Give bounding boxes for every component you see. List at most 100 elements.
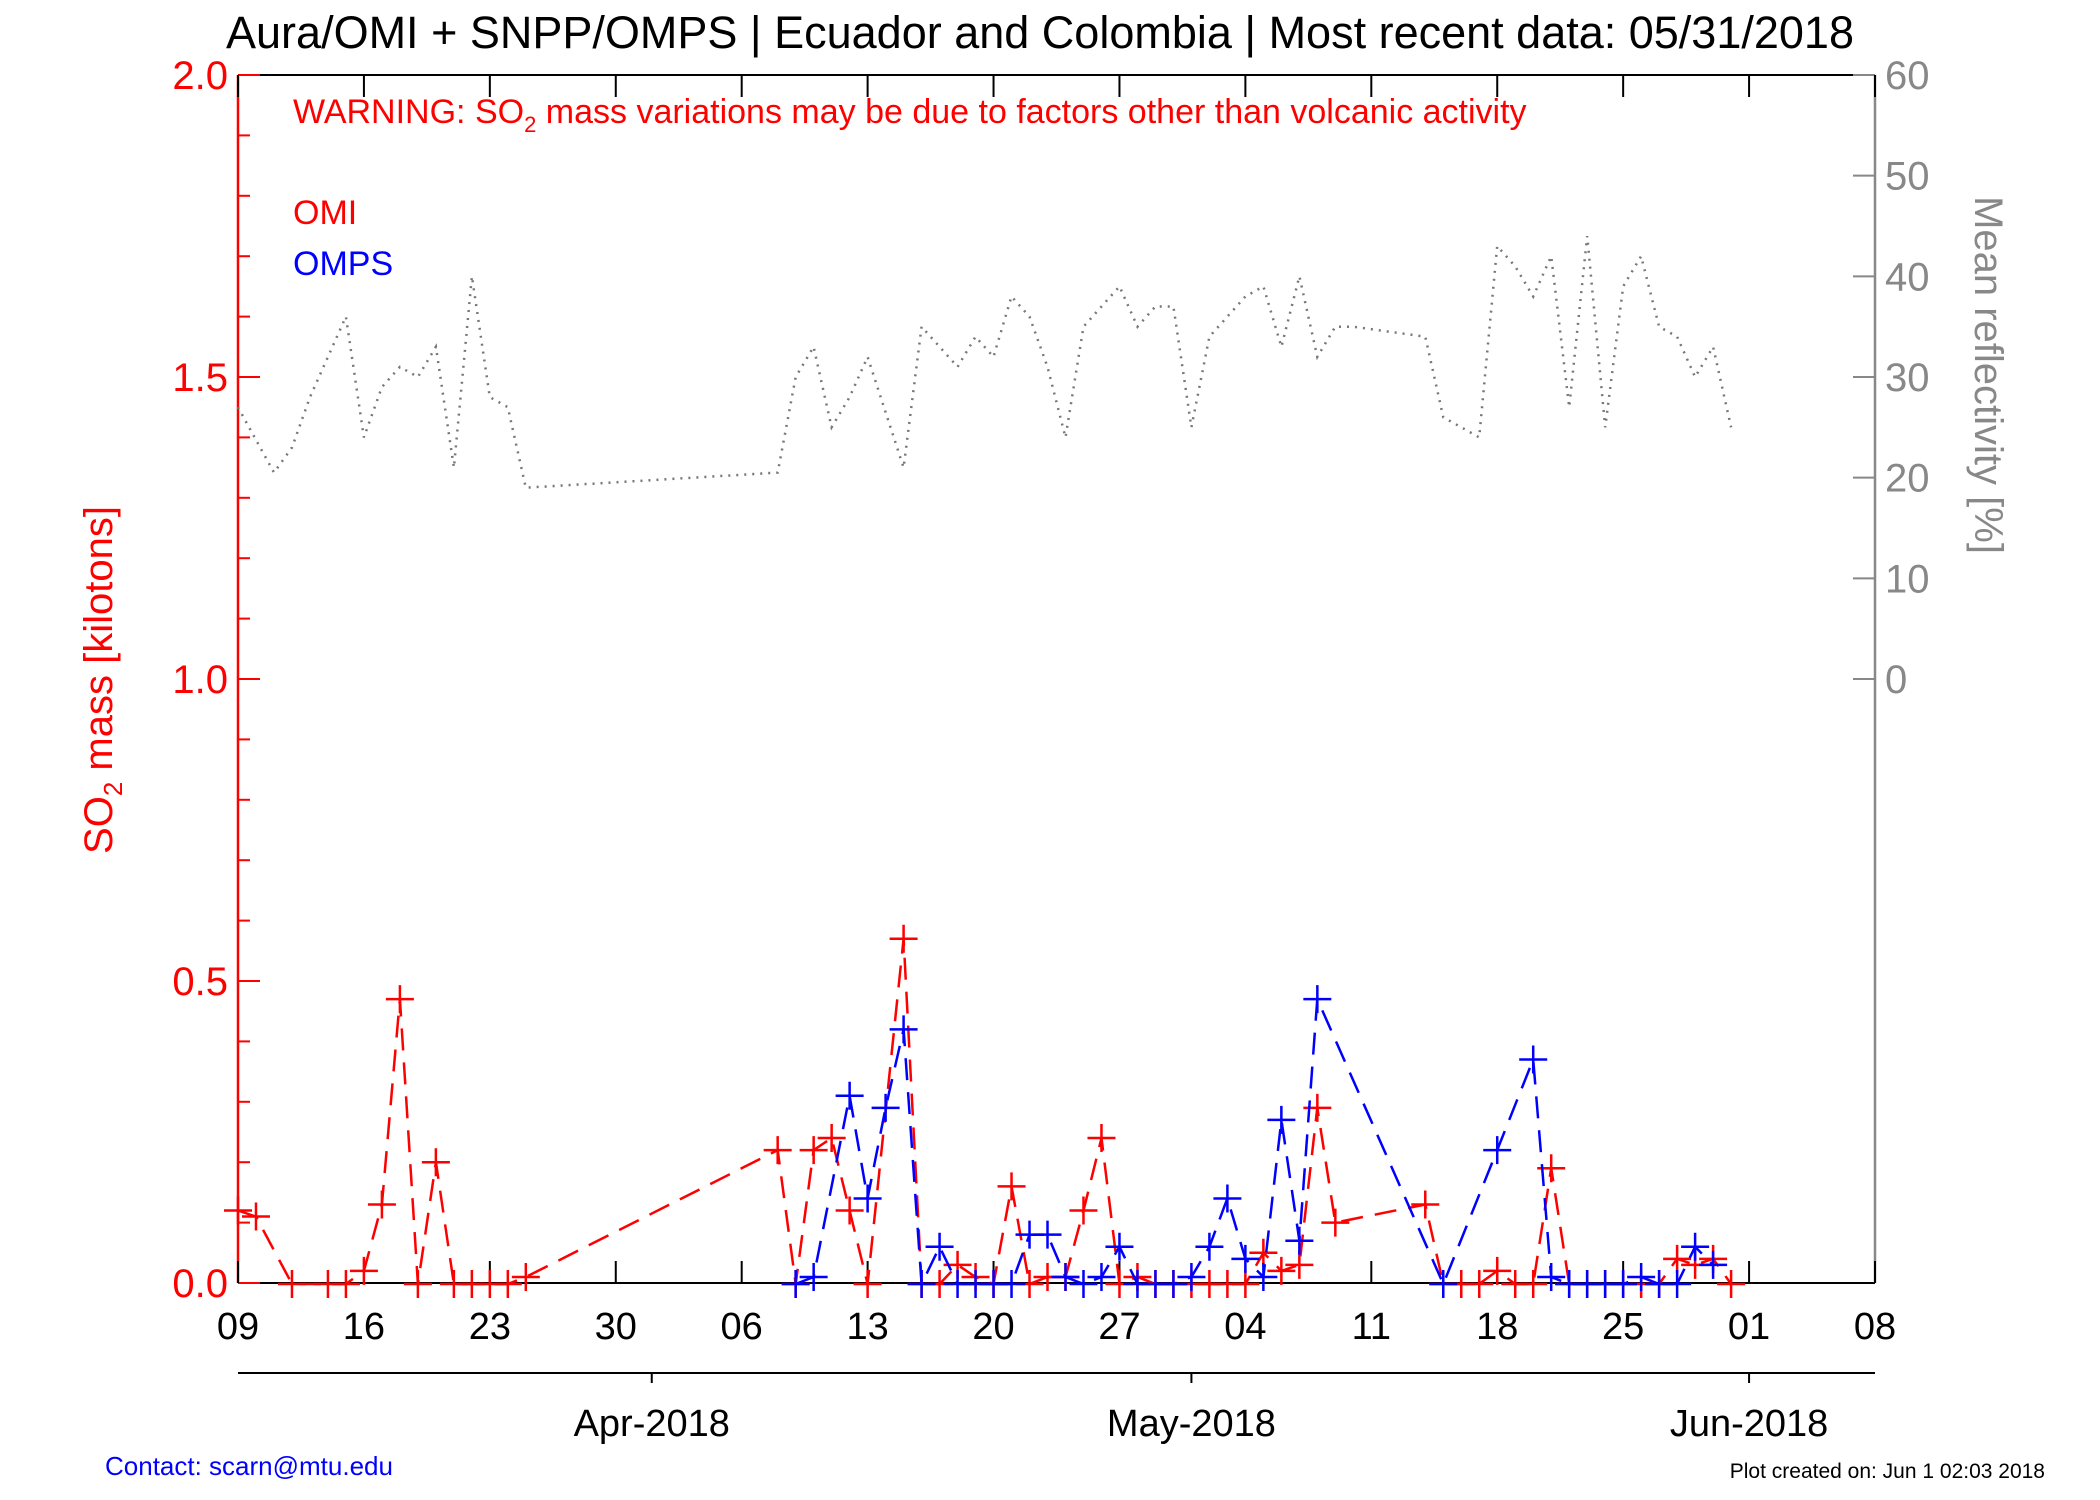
omps-point bbox=[1213, 1184, 1242, 1213]
omi-point bbox=[853, 1270, 882, 1298]
right-axis-label: Mean reflectivity [%] bbox=[1966, 196, 2010, 554]
omps-point bbox=[1105, 1232, 1134, 1261]
omi-point bbox=[241, 1202, 270, 1231]
omps-point bbox=[835, 1081, 864, 1110]
omps-point bbox=[1177, 1262, 1206, 1291]
omi-point bbox=[1717, 1270, 1746, 1298]
omps-point bbox=[1159, 1270, 1188, 1298]
omps-point bbox=[871, 1093, 900, 1122]
right-tick-label: 40 bbox=[1885, 255, 1930, 299]
right-tick-label: 0 bbox=[1885, 658, 1907, 702]
warning-text: WARNING: SO2 mass variations may be due … bbox=[293, 93, 1527, 137]
right-tick-label: 50 bbox=[1885, 155, 1930, 199]
omi-point bbox=[367, 1190, 396, 1219]
omps-point bbox=[1429, 1270, 1458, 1298]
month-axis-ticks: Apr-2018 May-2018 Jun-2018 bbox=[574, 1373, 1828, 1445]
omps-series bbox=[781, 985, 1728, 1298]
x-tick-label: 08 bbox=[1854, 1306, 1896, 1348]
x-tick-label: 13 bbox=[846, 1306, 888, 1348]
omi-point bbox=[421, 1148, 450, 1177]
omi-point bbox=[1069, 1196, 1098, 1225]
x-tick-label: 11 bbox=[1352, 1306, 1391, 1348]
warning-suffix: mass variations may be due to factors ot… bbox=[536, 93, 1526, 131]
omi-point bbox=[889, 924, 918, 953]
x-tick-label: 06 bbox=[721, 1306, 763, 1348]
left-tick-label: 2.0 bbox=[172, 54, 228, 98]
x-tick-label: 01 bbox=[1728, 1306, 1770, 1348]
month-tick-label: May-2018 bbox=[1107, 1403, 1276, 1445]
omps-point bbox=[1069, 1270, 1098, 1298]
left-tick-label: 1.0 bbox=[172, 658, 228, 702]
contact-text: Contact: scarn@mtu.edu bbox=[105, 1451, 393, 1481]
omps-point bbox=[799, 1262, 828, 1291]
omps-line bbox=[795, 998, 1714, 1289]
omps-point bbox=[1663, 1270, 1692, 1298]
omi-point bbox=[403, 1270, 432, 1298]
omi-line bbox=[237, 938, 1733, 1286]
left-axis-label-prefix: SO bbox=[77, 796, 121, 854]
x-tick-label: 27 bbox=[1098, 1306, 1140, 1348]
omps-point bbox=[1087, 1262, 1116, 1291]
left-tick-label: 1.5 bbox=[172, 356, 228, 400]
omps-point bbox=[1249, 1262, 1278, 1291]
omi-point bbox=[1411, 1190, 1440, 1219]
right-tick-label: 30 bbox=[1885, 356, 1930, 400]
omps-point bbox=[1627, 1262, 1656, 1291]
x-tick-label: 09 bbox=[217, 1306, 259, 1348]
legend-omps: OMPS bbox=[293, 245, 393, 283]
omi-series bbox=[224, 924, 1746, 1298]
omi-point bbox=[511, 1262, 540, 1291]
omi-point bbox=[817, 1124, 846, 1153]
omi-point bbox=[1285, 1250, 1314, 1279]
warning-prefix: WARNING: SO bbox=[293, 93, 524, 131]
x-tick-label: 20 bbox=[972, 1306, 1014, 1348]
omps-point bbox=[1699, 1250, 1728, 1279]
reflectivity-series bbox=[236, 235, 1733, 490]
omps-point bbox=[1051, 1262, 1080, 1291]
omi-point bbox=[799, 1136, 828, 1165]
omps-point bbox=[925, 1232, 954, 1261]
omi-point bbox=[1465, 1270, 1494, 1298]
right-axis-ticks: 0 10 20 30 40 50 60 bbox=[1853, 54, 1930, 702]
x-tick-label: 25 bbox=[1602, 1306, 1644, 1348]
month-tick-label: Jun-2018 bbox=[1670, 1403, 1828, 1445]
omi-point bbox=[1231, 1270, 1260, 1298]
reflectivity-line bbox=[236, 235, 1733, 490]
omps-point bbox=[1609, 1270, 1638, 1298]
omps-point bbox=[1519, 1045, 1548, 1074]
omi-point bbox=[1087, 1124, 1116, 1153]
omi-point bbox=[385, 985, 414, 1014]
left-tick-label: 0.5 bbox=[172, 960, 228, 1004]
omps-point bbox=[889, 1015, 918, 1044]
omps-point bbox=[1681, 1232, 1710, 1261]
omi-point bbox=[1249, 1238, 1278, 1267]
plot-created-text: Plot created on: Jun 1 02:03 2018 bbox=[1730, 1460, 2045, 1483]
omps-point bbox=[907, 1270, 936, 1298]
month-tick-label: Apr-2018 bbox=[574, 1403, 730, 1445]
chart-title: Aura/OMI + SNPP/OMPS | Ecuador and Colom… bbox=[226, 7, 1854, 58]
x-tick-label: 30 bbox=[595, 1306, 637, 1348]
omps-point bbox=[853, 1184, 882, 1213]
omps-point bbox=[1195, 1232, 1224, 1261]
omi-point bbox=[1483, 1256, 1512, 1285]
x-tick-label: 04 bbox=[1224, 1306, 1266, 1348]
x-tick-label: 18 bbox=[1476, 1306, 1518, 1348]
omi-point bbox=[277, 1270, 306, 1298]
omi-point bbox=[331, 1270, 360, 1298]
warning-subscript: 2 bbox=[524, 112, 536, 137]
x-axis-ticks: 09 16 23 30 06 13 20 27 04 11 18 25 01 08 bbox=[217, 75, 1896, 1348]
omi-point bbox=[835, 1196, 864, 1225]
omps-point bbox=[1285, 1226, 1314, 1255]
left-tick-label: 0.0 bbox=[172, 1262, 228, 1306]
left-axis-label-suffix: mass [kilotons] bbox=[77, 506, 121, 782]
right-tick-label: 20 bbox=[1885, 457, 1930, 501]
omi-point bbox=[1519, 1270, 1548, 1298]
omi-point bbox=[1663, 1244, 1692, 1273]
omps-point bbox=[781, 1270, 810, 1298]
omi-point bbox=[1267, 1256, 1296, 1285]
left-axis-ticks: 0.0 0.5 1.0 1.5 2.0 bbox=[172, 54, 260, 1306]
omps-point bbox=[1537, 1262, 1566, 1291]
omps-point bbox=[1303, 985, 1332, 1014]
omi-point bbox=[997, 1172, 1026, 1201]
